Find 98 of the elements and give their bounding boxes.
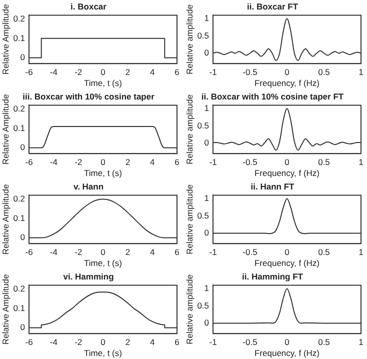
y-tick-label: 0 — [204, 228, 210, 238]
x-tick-label: 4 — [150, 247, 155, 258]
x-tick-label: -0.5 — [242, 157, 258, 168]
x-tick-label: 0 — [284, 247, 290, 258]
y-tick-label: 0 — [204, 138, 210, 148]
x-tick-label: 0.5 — [318, 157, 330, 168]
x-tick-label: 0.5 — [318, 247, 330, 258]
y-axis-title: Relative amplitude — [184, 184, 194, 254]
x-axis-title: Time, t (s) — [84, 168, 122, 178]
chart-title: i. Boxcar — [70, 1, 108, 12]
x-tick-label: 4 — [150, 67, 155, 78]
x-tick-label: 6 — [174, 157, 180, 168]
chart-title: ii. Boxcar FT — [246, 1, 299, 12]
x-tick-label: 0 — [100, 247, 106, 258]
x-tick-label: -6 — [25, 247, 34, 258]
x-tick-label: 4 — [150, 337, 155, 348]
y-tick-label: 1 — [204, 13, 210, 23]
x-axis-title: Frequency, f (Hz) — [254, 348, 320, 358]
x-tick-label: 6 — [174, 67, 180, 78]
x-tick-label: 0 — [284, 157, 290, 168]
x-tick-label: -0.5 — [242, 247, 258, 258]
x-tick-label: -2 — [74, 337, 82, 348]
y-tick-label: 1 — [204, 283, 210, 293]
x-tick-label: -6 — [25, 337, 34, 348]
x-tick-label: 4 — [150, 157, 155, 168]
x-tick-label: 6 — [174, 337, 180, 348]
x-tick-label: 1 — [358, 157, 364, 168]
chart-title: vi. Hamming — [63, 271, 114, 282]
x-axis-title: Time, t (s) — [84, 348, 122, 358]
x-tick-label: -0.5 — [242, 337, 258, 348]
x-tick-label: 2 — [125, 157, 130, 168]
x-tick-label: 2 — [125, 247, 130, 258]
x-tick-label: 1 — [358, 247, 364, 258]
y-tick-label: 1 — [204, 103, 210, 113]
y-axis-title: Relative amplitude — [184, 4, 194, 74]
y-tick-label: 0.2 — [13, 193, 26, 204]
y-axis-title: Relative Amplitude — [0, 184, 10, 255]
x-tick-label: 1 — [358, 337, 364, 348]
x-tick-label: -2 — [74, 157, 82, 168]
x-axis-title: Frequency, f (Hz) — [254, 78, 320, 88]
x-axis-title: Time, t (s) — [84, 258, 122, 268]
x-tick-label: -1 — [209, 337, 218, 348]
x-tick-label: -4 — [50, 337, 58, 348]
y-tick-label: 0 — [20, 322, 26, 332]
x-tick-label: 0 — [100, 67, 106, 78]
x-tick-label: -4 — [50, 157, 58, 168]
x-tick-label: 0 — [284, 67, 290, 78]
y-tick-label: 0.1 — [13, 302, 26, 313]
x-tick-label: -4 — [50, 67, 58, 78]
x-tick-label: -1 — [209, 67, 218, 78]
x-tick-label: 6 — [174, 247, 180, 258]
x-tick-label: 2 — [125, 67, 130, 78]
x-tick-label: 0.5 — [318, 67, 330, 78]
y-tick-label: 1 — [204, 193, 210, 203]
y-tick-label: 0.2 — [13, 283, 26, 294]
line-series — [213, 18, 361, 61]
x-tick-label: 0.5 — [318, 337, 330, 348]
x-tick-label: -1 — [209, 247, 218, 258]
x-tick-label: 0 — [100, 157, 106, 168]
x-tick-label: 1 — [358, 67, 364, 78]
y-tick-label: 0 — [20, 52, 26, 62]
x-tick-label: -2 — [74, 67, 82, 78]
line-series — [213, 108, 361, 151]
x-tick-label: -6 — [25, 67, 34, 78]
y-tick-label: 0 — [20, 232, 26, 242]
y-axis-title: Relative Amplitude — [0, 4, 10, 75]
y-tick-label: 0.5 — [197, 120, 210, 130]
x-tick-label: -4 — [50, 247, 58, 258]
chart-title: ii. Boxcar with 10% cosine taper FT — [201, 91, 344, 102]
x-tick-label: -6 — [25, 157, 34, 168]
y-tick-label: 0 — [204, 48, 210, 58]
x-axis-title: Frequency, f (Hz) — [254, 258, 320, 268]
chart-title: iii. Boxcar with 10% cosine taper — [22, 91, 156, 102]
x-tick-label: -0.5 — [242, 67, 258, 78]
chart-title: ii. Hann FT — [250, 181, 296, 192]
y-axis-title: Relative amplitude — [184, 274, 194, 344]
y-tick-label: 0.1 — [13, 32, 26, 43]
x-tick-label: -2 — [74, 247, 82, 258]
x-axis-title: Frequency, f (Hz) — [254, 168, 320, 178]
y-tick-label: 0.2 — [13, 13, 26, 24]
y-tick-label: 0.1 — [13, 122, 26, 133]
y-tick-label: 0.2 — [13, 103, 26, 114]
x-tick-label: 2 — [125, 337, 130, 348]
y-tick-label: 0.5 — [197, 210, 210, 220]
y-axis-title: Relative amplitude — [184, 94, 194, 164]
y-tick-label: 0.5 — [197, 300, 210, 310]
y-tick-label: 0.1 — [13, 212, 26, 223]
y-tick-label: 0 — [20, 142, 26, 152]
y-axis-title: Relative Amplitude — [0, 274, 10, 345]
x-tick-label: -1 — [209, 157, 218, 168]
y-tick-label: 0 — [204, 318, 210, 328]
y-tick-label: 0.5 — [197, 30, 210, 40]
y-axis-title: Relative Amplitude — [0, 94, 10, 165]
x-axis-title: Time, t (s) — [84, 78, 122, 88]
x-tick-label: 0 — [100, 337, 106, 348]
chart-title: v. Hann — [73, 181, 104, 192]
x-tick-label: 0 — [284, 337, 290, 348]
chart-title: ii. Hamming FT — [242, 271, 304, 282]
